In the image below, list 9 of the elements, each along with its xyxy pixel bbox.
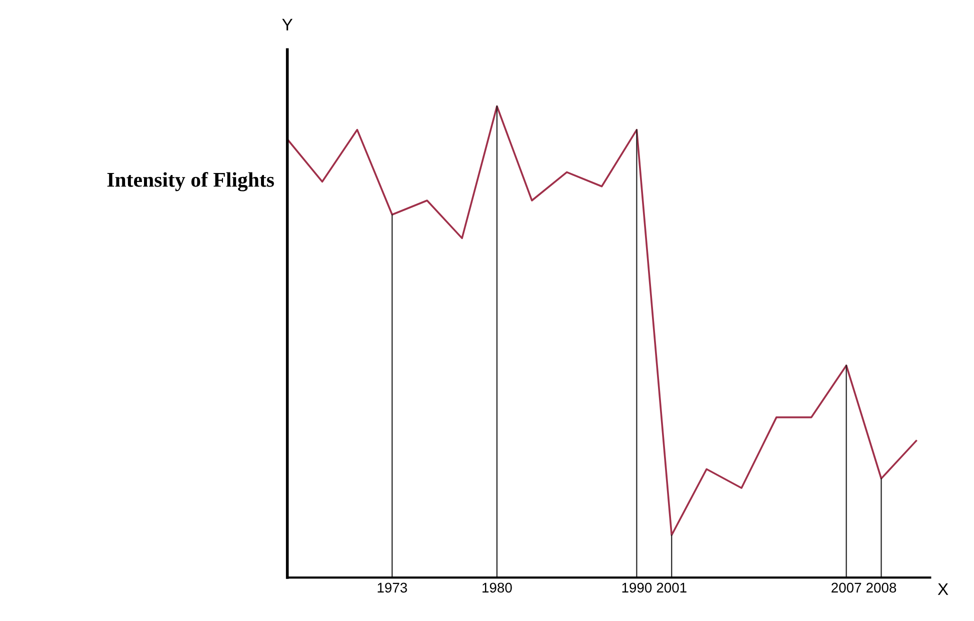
x-axis-title: X: [938, 583, 948, 595]
x-tick-label: 1990: [622, 582, 652, 593]
y-axis-title: Intensity of Flights: [107, 172, 274, 192]
text: Y: [282, 18, 293, 30]
x-tick-label: 1973: [378, 582, 407, 593]
x-tick-label: 1980: [482, 582, 512, 593]
x-tick-label: 2008: [866, 582, 896, 593]
x-tick-label: 2007: [832, 582, 862, 593]
x-tick-label: 2001: [656, 582, 686, 593]
